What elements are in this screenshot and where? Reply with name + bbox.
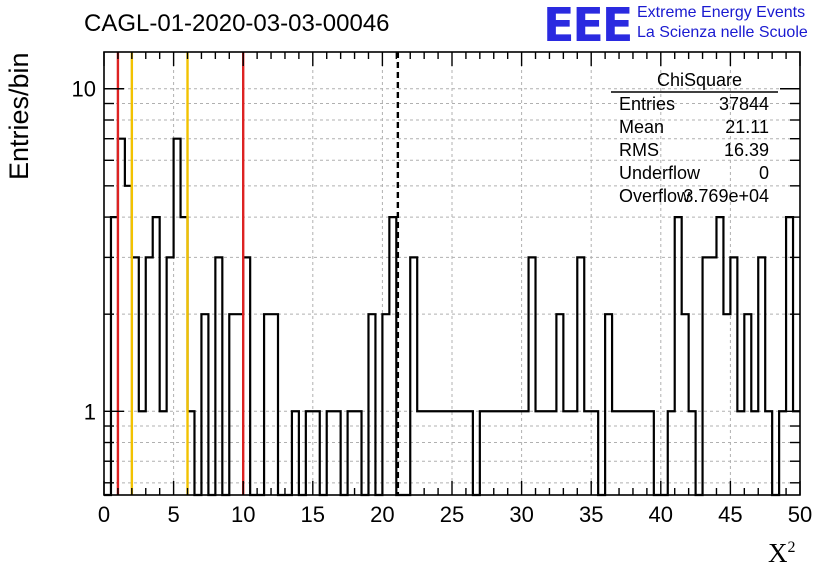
x-tick-label: 15	[301, 502, 325, 527]
logo-line-1: Extreme Energy Events	[637, 4, 806, 21]
stats-label: Mean	[619, 117, 664, 137]
y-tick-label: 1	[84, 399, 96, 424]
histogram-title: CAGL-01-2020-03-03-00046	[84, 10, 390, 37]
x-axis-label-base: X	[768, 538, 788, 568]
stats-label: Entries	[619, 94, 675, 114]
stats-value: 21.11	[725, 117, 769, 137]
x-tick-label: 50	[788, 502, 812, 527]
eee-logo: EEE	[543, 0, 633, 52]
stats-label: Overflow	[619, 186, 691, 206]
logo-line-2: La Scienza nelle Scuole	[637, 24, 808, 41]
x-tick-label: 5	[167, 502, 179, 527]
stats-value: 0	[759, 163, 769, 183]
x-axis-label-superscript: 2	[787, 539, 796, 556]
stats-box-title: ChiSquare	[657, 70, 742, 90]
stats-label: RMS	[619, 140, 659, 160]
x-tick-label: 10	[231, 502, 255, 527]
x-tick-label: 20	[370, 502, 394, 527]
stats-value: 16.39	[724, 140, 769, 160]
x-tick-label: 45	[718, 502, 742, 527]
stats-value: 37844	[719, 94, 769, 114]
stats-value: 3.769e+04	[683, 186, 769, 206]
x-tick-label: 0	[98, 502, 110, 527]
x-tick-label: 35	[579, 502, 603, 527]
x-tick-label: 30	[509, 502, 533, 527]
x-tick-label: 40	[649, 502, 673, 527]
y-tick-label: 10	[72, 77, 96, 102]
x-axis-label: X2	[768, 538, 796, 569]
stats-label: Underflow	[619, 163, 701, 183]
x-tick-label: 25	[440, 502, 464, 527]
